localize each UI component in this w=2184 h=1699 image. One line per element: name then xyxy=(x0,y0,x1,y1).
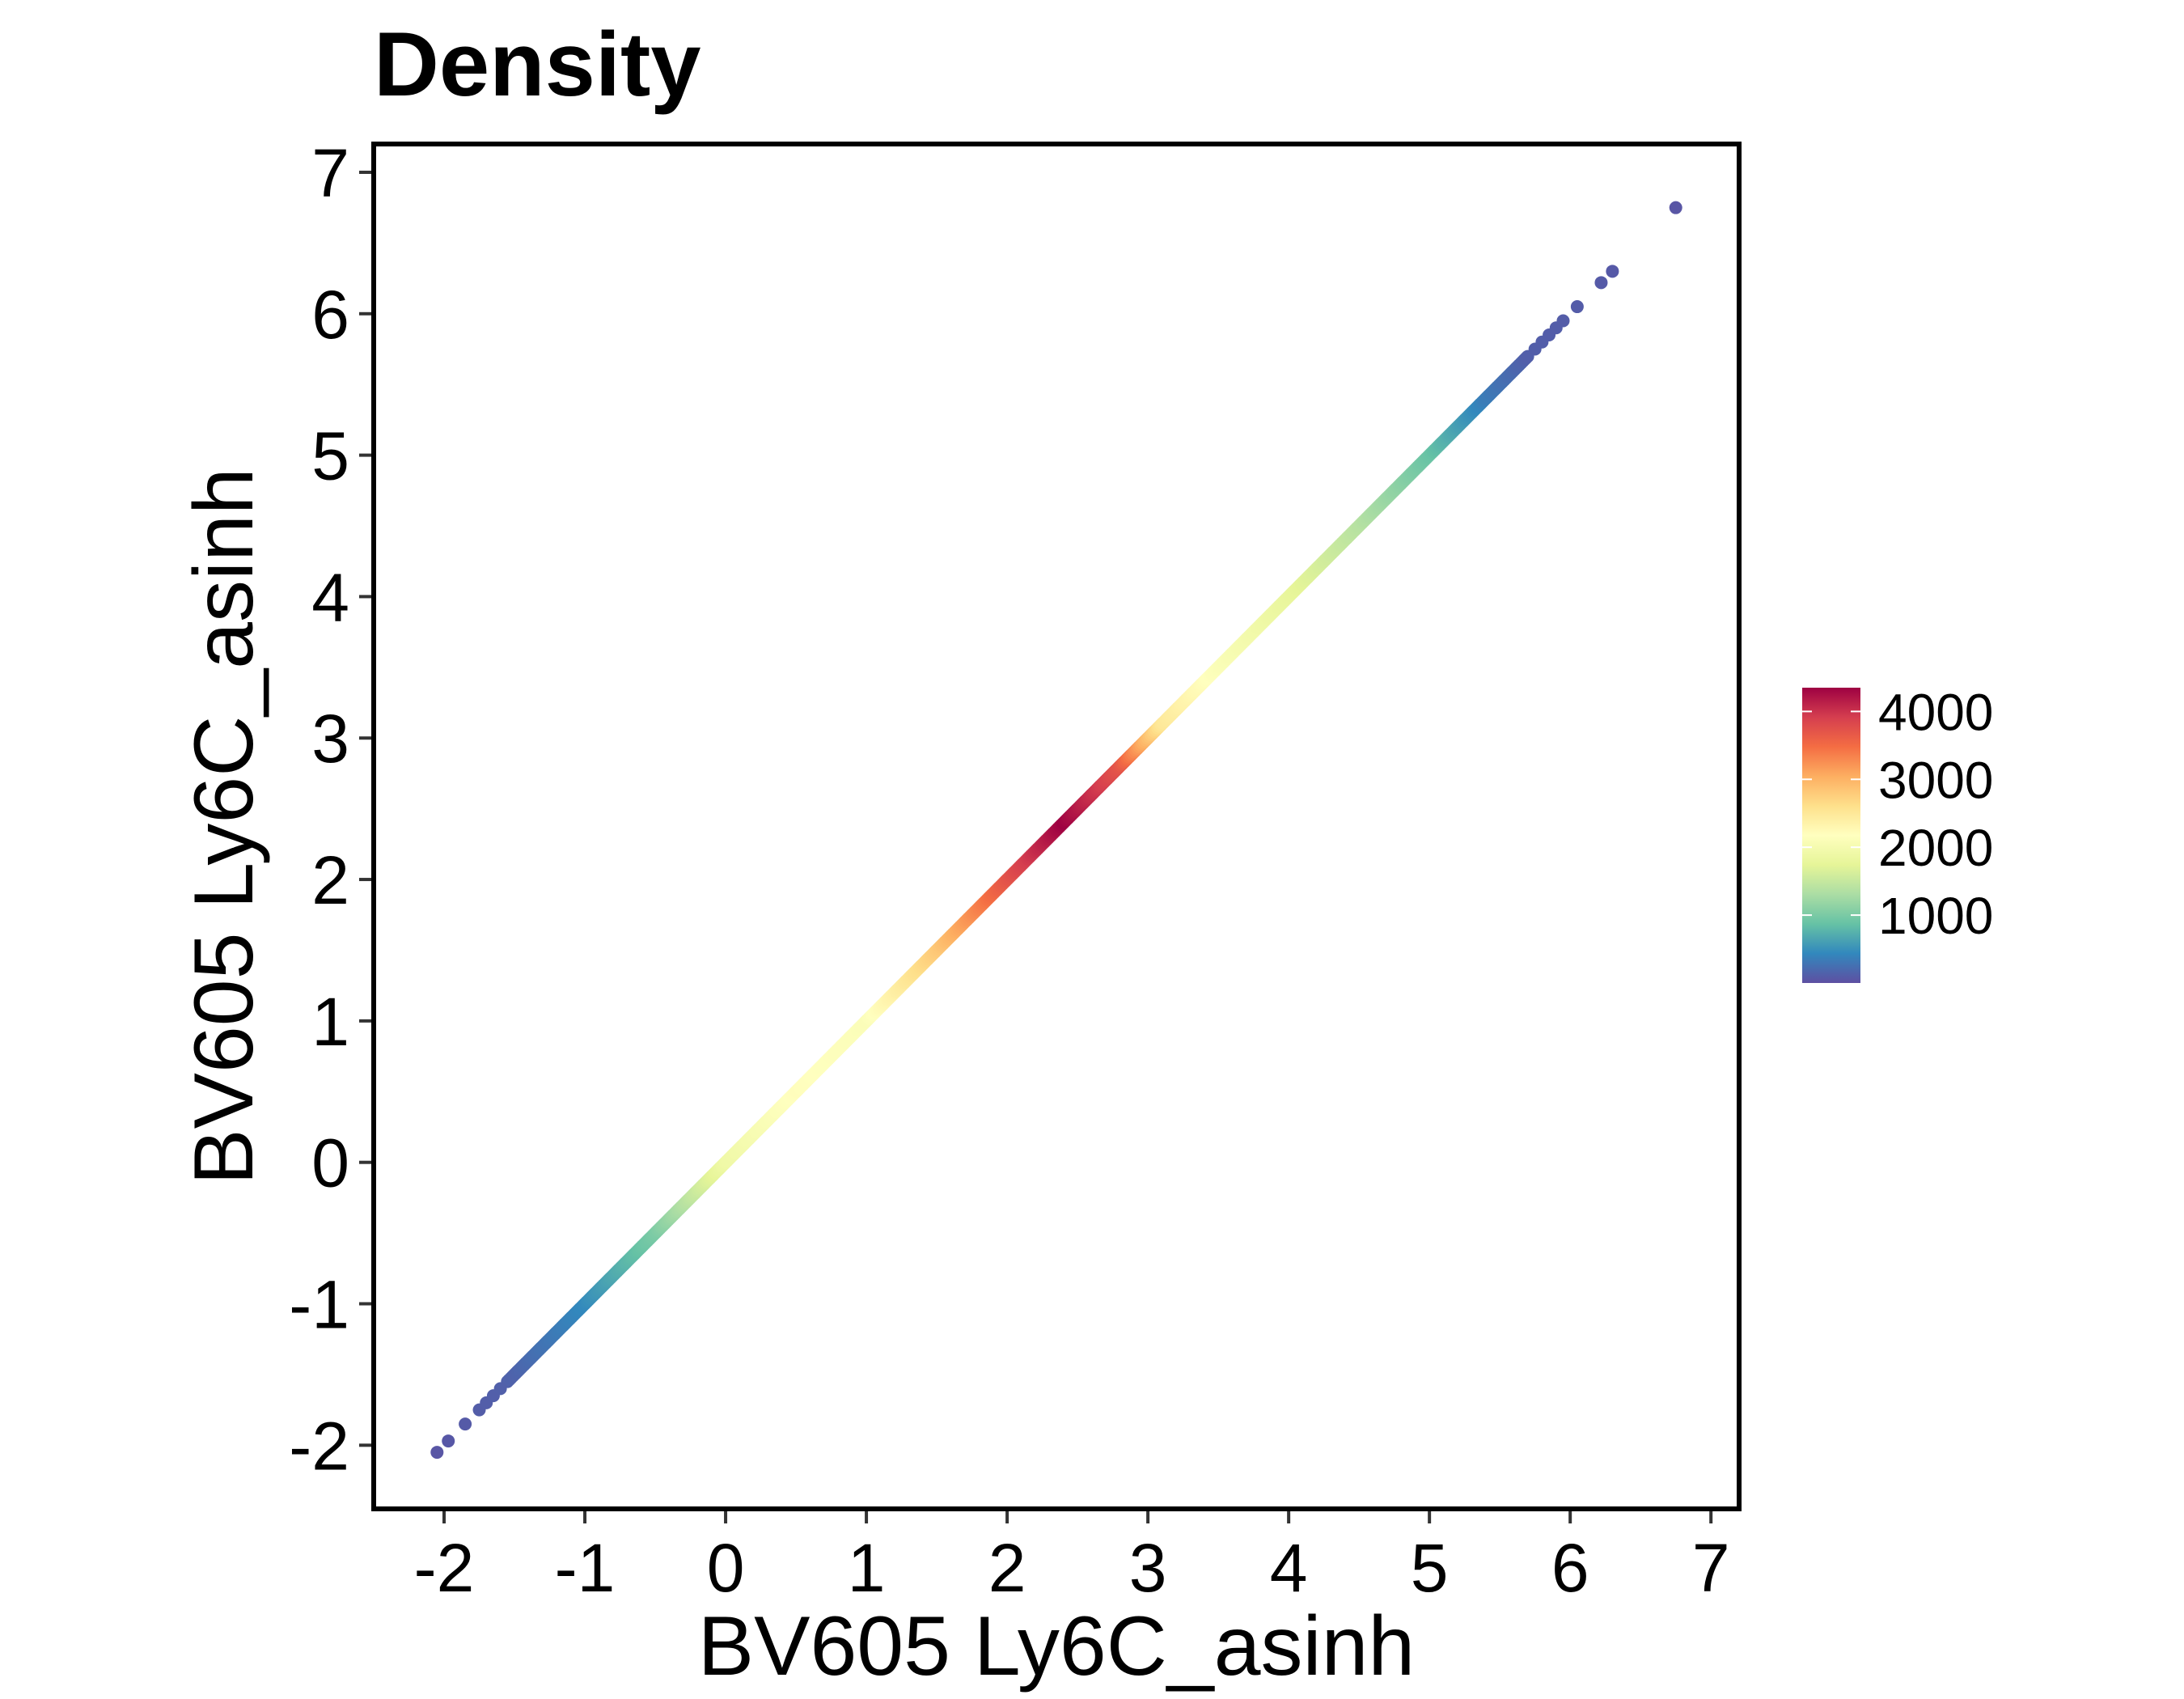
chart-title: Density xyxy=(374,14,701,115)
outlier-point xyxy=(1669,201,1682,214)
x-tick-label: 3 xyxy=(1129,1530,1167,1606)
outlier-point xyxy=(430,1446,444,1460)
y-axis-label: BV605 Ly6C_asinh xyxy=(177,468,271,1185)
x-tick-label: 1 xyxy=(848,1530,886,1606)
x-tick-label: -2 xyxy=(414,1530,475,1606)
outlier-point xyxy=(1556,314,1570,328)
plot-frame xyxy=(371,142,1742,1511)
x-tick-label: 7 xyxy=(1692,1530,1730,1606)
colorbar xyxy=(1802,688,1860,983)
y-tick-label: 0 xyxy=(311,1125,349,1201)
density-colorbar-legend: 1000 2000 3000 4000 xyxy=(1802,683,1993,983)
colorbar-tick-label: 1000 xyxy=(1878,887,1993,945)
outlier-point xyxy=(1594,276,1608,290)
plot-area xyxy=(430,201,1682,1460)
outlier-point xyxy=(1570,300,1584,314)
y-tick-label: -1 xyxy=(289,1267,349,1343)
y-tick-label: 7 xyxy=(311,135,349,211)
x-tick-label: 0 xyxy=(707,1530,745,1606)
colorbar-tick-label: 2000 xyxy=(1878,819,1993,877)
outlier-point xyxy=(442,1434,455,1448)
x-tick-label: 6 xyxy=(1551,1530,1589,1606)
x-tick-label: 2 xyxy=(988,1530,1026,1606)
y-tick-label: 5 xyxy=(311,418,349,494)
x-axis-label: BV605 Ly6C_asinh xyxy=(698,1599,1416,1693)
outlier-point xyxy=(459,1417,472,1431)
colorbar-tick-label: 4000 xyxy=(1878,683,1993,741)
y-tick-label: 6 xyxy=(311,277,349,353)
x-tick-label: 4 xyxy=(1270,1530,1308,1606)
x-axis: -2 -1 0 1 2 3 4 5 6 7 xyxy=(414,1511,1730,1606)
y-axis: -2 -1 0 1 2 3 4 5 6 7 xyxy=(289,135,371,1484)
y-tick-label: 4 xyxy=(311,559,349,635)
y-tick-label: -2 xyxy=(289,1408,349,1484)
outlier-point xyxy=(1606,265,1619,278)
outlier-point xyxy=(493,1382,507,1396)
colorbar-tick-label: 3000 xyxy=(1878,751,1993,809)
y-tick-label: 3 xyxy=(311,701,349,777)
x-tick-label: 5 xyxy=(1411,1530,1449,1606)
y-tick-label: 1 xyxy=(311,984,349,1060)
y-tick-label: 2 xyxy=(311,842,349,918)
x-tick-label: -1 xyxy=(555,1530,616,1606)
